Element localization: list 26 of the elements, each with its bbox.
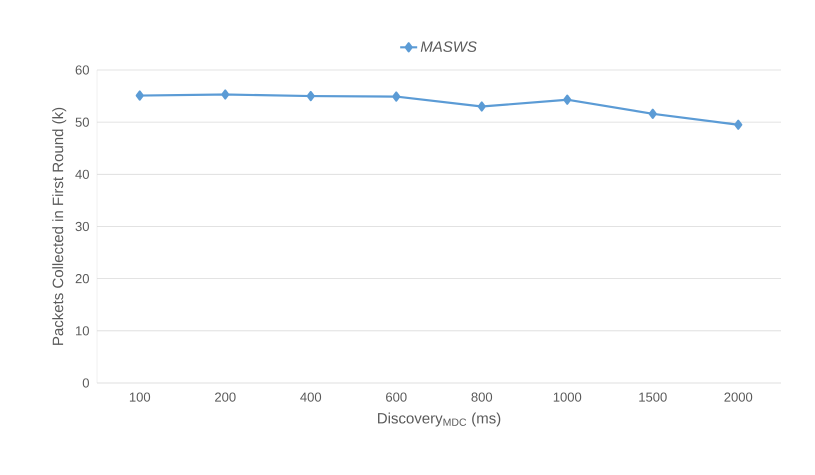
x-tick-label: 600 xyxy=(386,392,407,402)
point xyxy=(392,91,400,102)
point xyxy=(306,90,315,102)
y-axis-title: Packets Collected in First Round (k) xyxy=(52,108,66,345)
x-tick-label: 1500 xyxy=(639,392,667,402)
point xyxy=(563,94,572,105)
point xyxy=(734,120,742,130)
point xyxy=(136,90,144,101)
y-tick-label: 20 xyxy=(76,274,89,284)
y-tick-label: 50 xyxy=(76,118,89,127)
y-tick-label: 10 xyxy=(76,326,89,336)
x-tick-label: 400 xyxy=(300,392,322,402)
point xyxy=(221,89,230,100)
y-tick-label: 40 xyxy=(75,170,89,179)
y-tick-label: 60 xyxy=(76,65,89,75)
x-tick-label: 1000 xyxy=(554,392,582,402)
x-tick-label: 800 xyxy=(471,392,492,402)
x-tick-label: 2000 xyxy=(724,392,752,402)
point xyxy=(648,108,657,119)
y-tick-label: 30 xyxy=(76,222,89,232)
y-tick-label: 0 xyxy=(82,378,89,388)
x-axis-title: Discovery$_{MDC}$ (ms) xyxy=(378,412,500,427)
x-tick-label: 100 xyxy=(130,392,150,402)
legend-label: MASWS xyxy=(420,41,477,52)
x-tick-label: 200 xyxy=(215,392,236,402)
point xyxy=(478,101,486,112)
